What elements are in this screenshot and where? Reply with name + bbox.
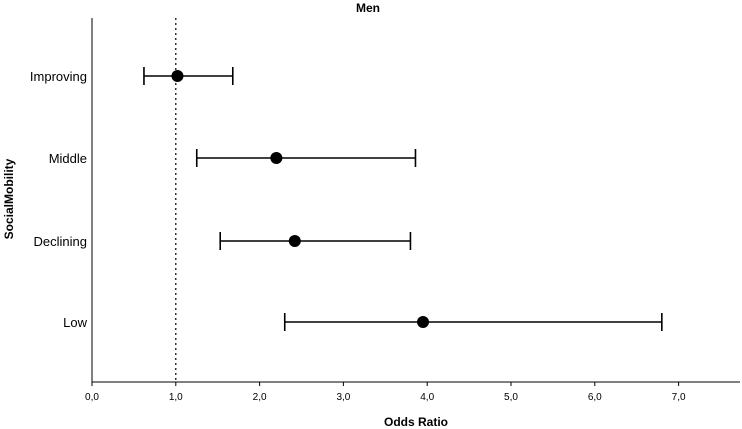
point-estimate: [288, 235, 301, 247]
point-estimate: [270, 152, 283, 164]
x-tick-label: 5,0: [504, 392, 518, 403]
x-tick-label: 4,0: [420, 392, 434, 403]
category-labels: Improving Middle Declining Low: [30, 69, 88, 330]
point-estimate: [171, 70, 184, 82]
data-marks: [143, 67, 663, 331]
category-label: Low: [63, 315, 87, 330]
category-label: Middle: [49, 151, 87, 166]
chart-title: Men: [356, 1, 380, 15]
x-tick-label: 1,0: [169, 392, 183, 403]
x-axis-title: Odds Ratio: [384, 415, 448, 429]
category-label: Declining: [34, 234, 87, 249]
x-ticks: 0,0 1,0 2,0 3,0 4,0 5,0 6,0 7,0: [85, 382, 686, 403]
axes: [91, 18, 740, 383]
x-tick-label: 0,0: [85, 392, 99, 403]
x-tick-label: 2,0: [253, 392, 267, 403]
x-tick-label: 3,0: [336, 392, 350, 403]
point-estimate: [417, 316, 430, 328]
x-tick-label: 6,0: [588, 392, 602, 403]
category-label: Improving: [30, 69, 87, 84]
y-axis-title: SocialMobility: [2, 158, 16, 239]
x-tick-label: 7,0: [672, 392, 686, 403]
